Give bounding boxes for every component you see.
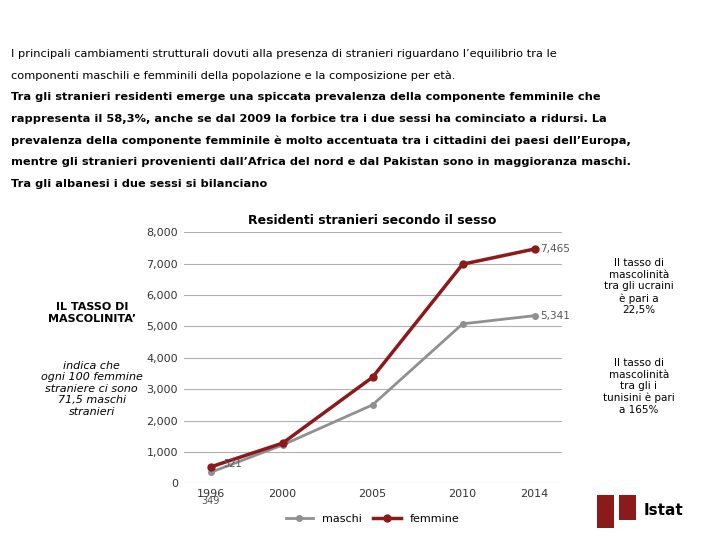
Text: IL TASSO DI
MASCOLINITA’: IL TASSO DI MASCOLINITA’ bbox=[48, 302, 136, 324]
Title: Residenti stranieri secondo il sesso: Residenti stranieri secondo il sesso bbox=[248, 214, 497, 227]
Text: mentre gli stranieri provenienti dall’Africa del nord e dal Pakistan sono in mag: mentre gli stranieri provenienti dall’Af… bbox=[11, 157, 631, 167]
Bar bbox=[597, 496, 613, 528]
Text: prevalenza della componente femminile è molto accentuata tra i cittadini dei pae: prevalenza della componente femminile è … bbox=[11, 135, 631, 146]
Text: componenti maschili e femminili della popolazione e la composizione per età.: componenti maschili e femminili della po… bbox=[11, 70, 455, 81]
Text: Il tasso di
mascolinità
tra gli ucraini
è pari a
22,5%: Il tasso di mascolinità tra gli ucraini … bbox=[604, 258, 674, 315]
Text: indica che
ogni 100 femmine
straniere ci sono
71,5 maschi
stranieri: indica che ogni 100 femmine straniere ci… bbox=[41, 361, 143, 417]
Text: I principali cambiamenti strutturali dovuti alla presenza di stranieri riguardan: I principali cambiamenti strutturali dov… bbox=[11, 49, 557, 59]
Text: 7,465: 7,465 bbox=[540, 244, 570, 254]
Text: 349: 349 bbox=[202, 496, 220, 507]
Legend: maschi, femmine: maschi, femmine bbox=[281, 509, 464, 528]
Text: Istat: Istat bbox=[644, 503, 683, 518]
Text: Tra gli stranieri residenti emerge una spiccata prevalenza della componente femm: Tra gli stranieri residenti emerge una s… bbox=[11, 92, 600, 102]
Text: 5,341: 5,341 bbox=[540, 310, 570, 321]
Bar bbox=[619, 496, 636, 519]
Text: La presenza straniera nella provincia di Terni. Aspetti demografici, sociali ed : La presenza straniera nella provincia di… bbox=[102, 16, 517, 24]
Text: rappresenta il 58,3%, anche se dal 2009 la forbice tra i due sessi ha cominciato: rappresenta il 58,3%, anche se dal 2009 … bbox=[11, 114, 606, 124]
Text: 521: 521 bbox=[223, 460, 242, 469]
Text: Tra gli albanesi i due sessi si bilanciano: Tra gli albanesi i due sessi si bilancia… bbox=[11, 179, 267, 188]
Text: Il tasso di
mascolinità
tra gli i
tunisini è pari
a 165%: Il tasso di mascolinità tra gli i tunisi… bbox=[603, 358, 675, 415]
